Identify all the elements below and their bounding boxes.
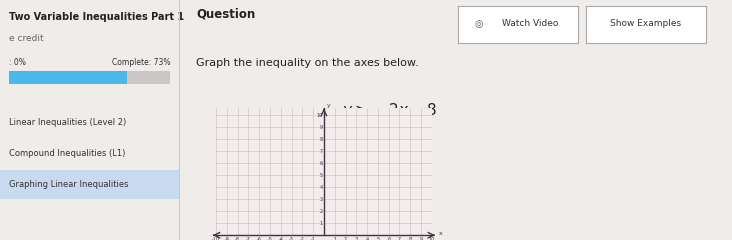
Bar — [9, 71, 171, 84]
Text: Graphing Linear Inequalities: Graphing Linear Inequalities — [9, 180, 129, 189]
Text: Show Examples: Show Examples — [610, 19, 681, 28]
Text: e credit: e credit — [9, 34, 44, 43]
Bar — [9, 71, 127, 84]
Text: Watch Video: Watch Video — [501, 19, 559, 28]
Text: Linear Inequalities (Level 2): Linear Inequalities (Level 2) — [9, 118, 126, 127]
Text: Question: Question — [196, 7, 255, 20]
Text: ◎: ◎ — [475, 19, 484, 29]
Text: Graph the inequality on the axes below.: Graph the inequality on the axes below. — [196, 58, 419, 68]
Text: y: y — [326, 103, 330, 108]
Text: Complete: 73%: Complete: 73% — [112, 58, 171, 66]
Text: : 0%: : 0% — [9, 58, 26, 66]
Bar — [0, 170, 179, 199]
Text: $y > -2x - 8$: $y > -2x - 8$ — [342, 101, 437, 120]
Text: Compound Inequalities (L1): Compound Inequalities (L1) — [9, 149, 125, 158]
Text: x: x — [438, 231, 442, 236]
Text: Two Variable Inequalities Part 1: Two Variable Inequalities Part 1 — [9, 12, 184, 22]
